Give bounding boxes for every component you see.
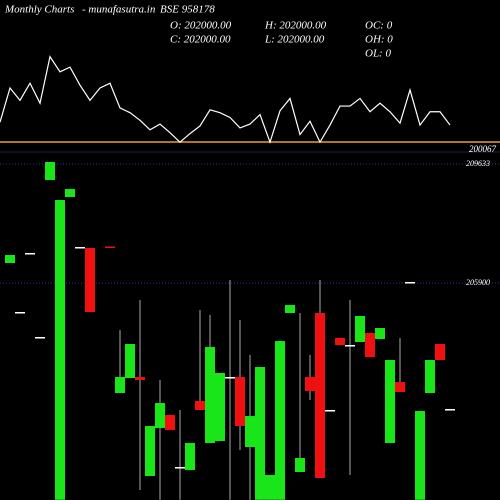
candle-body: [225, 377, 235, 379]
candle-body: [435, 344, 445, 361]
high-label: H: 202000.00: [264, 20, 327, 32]
candle-body: [415, 411, 425, 500]
candle-body: [355, 316, 365, 343]
candle-body: [265, 475, 275, 500]
candle-body: [375, 328, 385, 340]
candle-body: [445, 409, 455, 411]
candle-body: [205, 347, 215, 444]
low-label: L: 202000.00: [264, 34, 325, 46]
candle-body: [255, 366, 265, 500]
candle-body: [305, 377, 315, 392]
candle-body: [75, 247, 85, 249]
y-tick-label: 205900: [466, 278, 490, 287]
candle-body: [185, 443, 195, 471]
candle-body: [405, 282, 415, 284]
open-label: O: 202000.00: [170, 20, 232, 32]
candle-body: [325, 410, 335, 412]
candle-body: [35, 337, 45, 339]
candle-body: [155, 403, 165, 429]
candle-body: [195, 401, 205, 411]
candle-body: [15, 312, 25, 314]
candle-body: [65, 189, 75, 198]
site-name: - munafasutra.in: [82, 4, 156, 16]
candle-body: [125, 344, 135, 379]
oc-label: OC: 0: [365, 20, 393, 32]
candle-body: [395, 382, 405, 393]
oh-label: OH: 0: [365, 34, 393, 46]
candle-body: [85, 247, 95, 313]
candle-body: [235, 377, 245, 427]
candle-body: [175, 467, 185, 469]
candle-body: [45, 162, 55, 180]
candle-body: [425, 360, 435, 394]
indicator-label: 200067: [469, 144, 497, 154]
candle-body: [385, 360, 395, 444]
ol-label: OL: 0: [365, 48, 391, 60]
candle-body: [335, 338, 345, 346]
close-label: C: 202000.00: [170, 34, 231, 46]
candle-body: [245, 416, 255, 448]
candle-body: [165, 415, 175, 431]
candle-body: [215, 373, 225, 442]
candle-body: [275, 341, 285, 500]
indicator-line: [0, 55, 451, 145]
candle-body: [105, 246, 115, 248]
candle-body: [365, 333, 375, 358]
candle-body: [135, 377, 145, 381]
candle-body: [25, 252, 35, 255]
site-title: Monthly Charts: [4, 4, 74, 16]
candle-body: [55, 200, 65, 500]
candle-body: [345, 345, 355, 347]
candle-body: [115, 377, 125, 394]
y-tick-label: 209633: [466, 159, 490, 168]
candle-body: [145, 426, 155, 477]
candle-body: [285, 305, 295, 313]
symbol: BSE 958178: [160, 4, 215, 16]
candle-body: [315, 312, 325, 479]
candle-body: [5, 255, 15, 264]
candle-body: [295, 458, 305, 473]
